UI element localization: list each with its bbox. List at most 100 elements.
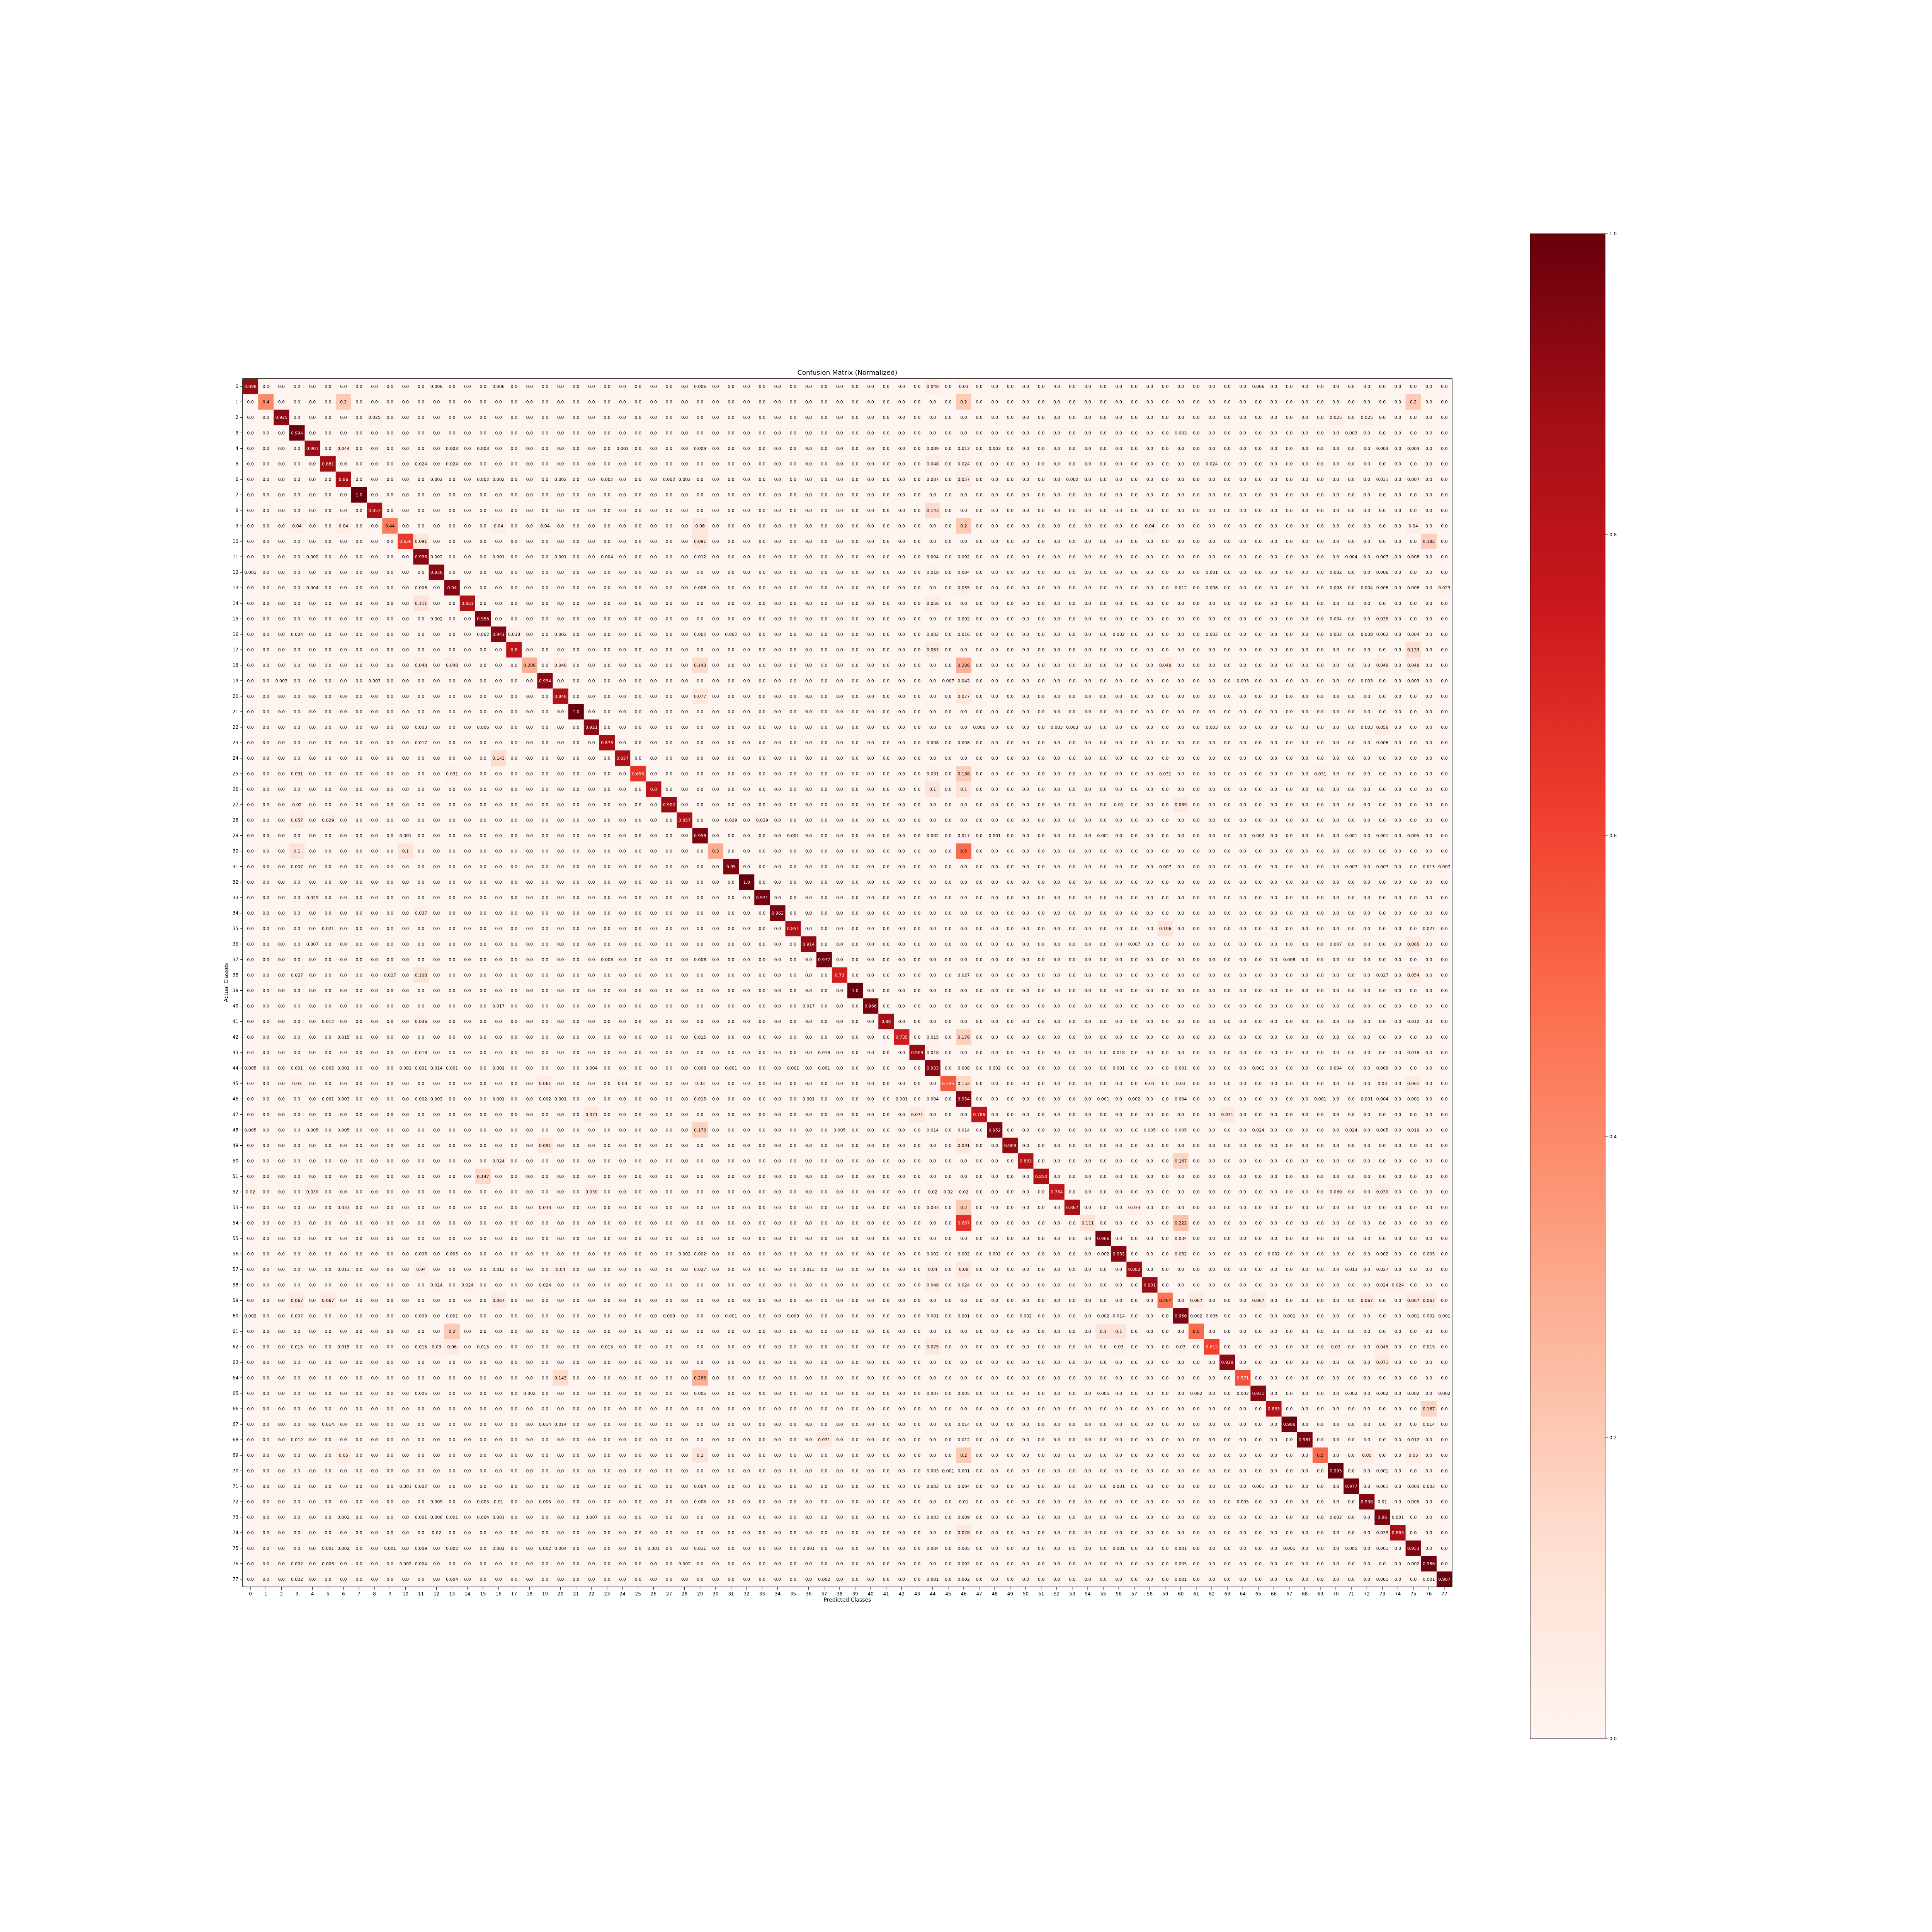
cell-value-label: 0.0: [542, 833, 549, 838]
cell-value-label: 0.0: [1162, 849, 1169, 854]
cell-value-label: 0.0: [681, 415, 688, 420]
cell-value-label: 0.0: [1084, 694, 1091, 699]
cell-value-label: 0.0: [1146, 725, 1153, 730]
cell-value-label: 0.0: [1301, 849, 1308, 854]
cell-value-label: 0.0: [418, 709, 425, 714]
cell-value-label: 0.0: [1084, 756, 1091, 761]
cell-value-label: 0.0: [1425, 524, 1432, 529]
cell-value-label: 0.0: [510, 570, 517, 575]
cell-value-label: 0.0: [712, 508, 719, 513]
cell-value-label: 0.042: [957, 679, 970, 684]
cell-value-label: 0.0: [1038, 663, 1045, 668]
cell-value-label: 0.0: [867, 663, 874, 668]
cell-value-label: 0.0: [309, 756, 316, 761]
cell-value-label: 0.0: [526, 616, 533, 621]
cell-value-label: 0.0: [278, 461, 285, 466]
cell-value-label: 0.0: [774, 648, 781, 653]
cell-value-label: 0.0: [883, 616, 890, 621]
cell-value-label: 0.0: [1441, 430, 1448, 435]
cell-value-label: 0.0: [790, 787, 797, 792]
cell-value-label: 0.0: [1146, 833, 1153, 838]
cell-value-label: 0.0: [852, 508, 859, 513]
cell-value-label: 0.0: [1053, 384, 1060, 389]
cell-value-label: 0.0: [1286, 585, 1293, 590]
cell-value-label: 0.0: [371, 725, 378, 730]
cell-value-label: 0.0: [355, 400, 362, 405]
cell-value-label: 0.0: [774, 679, 781, 684]
cell-value-label: 0.0: [371, 384, 378, 389]
cell-value-label: 0.0: [480, 833, 486, 838]
cell-value-label: 0.0: [883, 771, 890, 776]
cell-value-label: 0.0: [557, 771, 564, 776]
cell-value-label: 0.0: [1410, 508, 1417, 513]
cell-value-label: 0.0: [262, 632, 269, 637]
cell-value-label: 0.0: [495, 446, 502, 451]
cell-value-label: 0.0: [573, 725, 580, 730]
cell-value-label: 0.0: [542, 601, 549, 606]
cell-value-label: 0.0: [1007, 524, 1014, 529]
cell-value-label: 0.0: [728, 585, 735, 590]
cell-value-label: 0.0: [1224, 539, 1231, 544]
cell-value-label: 0.0: [929, 679, 936, 684]
cell-value-label: 0.0: [914, 679, 921, 684]
cell-value-label: 0.0: [1177, 864, 1184, 869]
cell-value-label: 0.901: [306, 446, 319, 451]
cell-value-label: 0.0: [1053, 679, 1060, 684]
cell-value-label: 0.0: [309, 694, 316, 699]
cell-value-label: 0.0: [774, 446, 781, 451]
cell-value-label: 0.0: [681, 400, 688, 405]
cell-value-label: 0.0: [681, 601, 688, 606]
cell-value-label: 0.0: [836, 477, 843, 482]
cell-value-label: 0.0: [1410, 415, 1417, 420]
cell-value-label: 0.0: [1100, 771, 1107, 776]
cell-value-label: 0.0: [945, 446, 952, 451]
cell-value-label: 0.0: [914, 818, 921, 823]
cell-value-label: 0.0: [1069, 740, 1076, 745]
cell-value-label: 0.0: [1162, 694, 1169, 699]
cell-value-label: 0.0: [309, 430, 316, 435]
cell-value-label: 0.0: [697, 508, 704, 513]
cell-value-label: 0.0: [1146, 616, 1153, 621]
cell-value-label: 0.0: [945, 740, 952, 745]
cell-value-label: 0.0: [1348, 400, 1355, 405]
cell-value-label: 0.0: [402, 787, 409, 792]
cell-value-label: 0.0: [743, 818, 750, 823]
cell-value-label: 0.0: [1379, 771, 1386, 776]
cell-value-label: 0.0: [433, 849, 440, 854]
cell-value-label: 0.0: [542, 740, 549, 745]
cell-value-label: 0.0: [386, 570, 393, 575]
cell-value-label: 0.003: [1051, 725, 1063, 730]
cell-value-label: 0.0: [480, 756, 486, 761]
cell-value-label: 0.0: [510, 585, 517, 590]
cell-value-label: 0.0: [1425, 802, 1432, 807]
cell-value-label: 0.0: [542, 771, 549, 776]
cell-value-label: 0.0: [650, 725, 657, 730]
cell-value-label: 0.0: [1441, 616, 1448, 621]
cell-value-label: 0.0: [464, 725, 471, 730]
cell-value-label: 0.0: [790, 554, 797, 560]
cell-value-label: 0.0: [1364, 864, 1371, 869]
cell-value-label: 0.0: [759, 616, 766, 621]
cell-value-label: 0.0: [728, 679, 735, 684]
cell-value-label: 0.0: [1379, 648, 1386, 653]
cell-value-label: 0.0: [495, 430, 502, 435]
cell-value-label: 0.0: [991, 740, 998, 745]
cell-value-label: 0.0: [681, 648, 688, 653]
cell-value-label: 0.0: [945, 493, 952, 498]
cell-value-label: 1.0: [573, 709, 580, 714]
cell-value-label: 0.0: [1193, 802, 1200, 807]
cell-value-label: 0.0: [340, 430, 347, 435]
cell-value-label: 0.0: [1100, 802, 1107, 807]
cell-value-label: 0.0: [1348, 508, 1355, 513]
cell-value-label: 0.0: [262, 880, 269, 885]
cell-value-label: 0.0: [1364, 461, 1371, 466]
cell-value-label: 0.0: [1193, 461, 1200, 466]
cell-value-label: 0.0: [588, 524, 595, 529]
cell-value-label: 0.0: [278, 554, 285, 560]
cell-value-label: 0.0: [557, 539, 564, 544]
cell-value-label: 0.0: [386, 725, 393, 730]
cell-value-label: 0.0: [821, 802, 828, 807]
cell-value-label: 0.04: [1145, 524, 1155, 529]
cell-value-label: 0.0: [495, 415, 502, 420]
cell-value-label: 0.0: [743, 400, 750, 405]
